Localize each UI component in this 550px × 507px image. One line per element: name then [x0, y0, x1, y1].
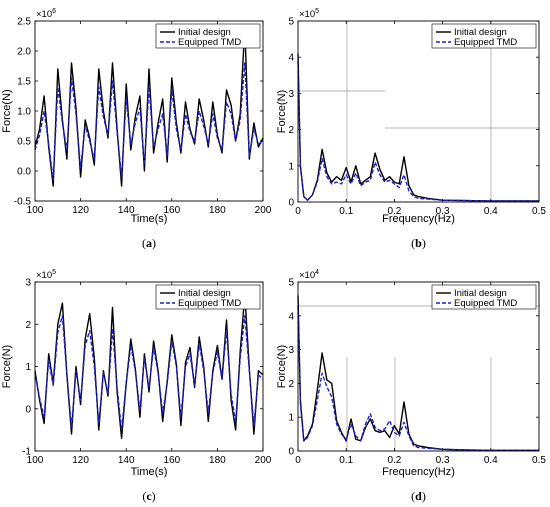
y-tick-label: 4 — [288, 53, 294, 64]
legend-box — [431, 23, 537, 49]
x-tick-label: 0.4 — [484, 206, 498, 217]
y-tick-label: 3 — [25, 278, 31, 289]
x-tick-label: 120 — [72, 205, 89, 216]
series-line-initial-design — [297, 53, 539, 202]
series-line-equipped-tmd — [297, 60, 539, 202]
y-tick-label: 3 — [288, 345, 294, 356]
x-axis-label: Time(s) — [131, 213, 168, 225]
x-axis-label: Frequency(Hz) — [382, 213, 455, 225]
x-axis-label: Time(s) — [131, 466, 168, 478]
axes-frame — [34, 20, 264, 202]
x-tick-label: 0.3 — [436, 206, 450, 217]
x-tick-label: 0.5 — [532, 455, 546, 466]
series-line-equipped-tmd — [34, 62, 264, 181]
x-tick-label: 0 — [295, 455, 301, 466]
legend-box — [155, 23, 261, 49]
x-tick-label: 0.5 — [532, 206, 546, 217]
panel-caption: (d) — [411, 489, 426, 503]
legend-label: Equipped TMD — [454, 298, 517, 309]
axis-multiplier: ×105 — [36, 269, 56, 281]
axis-multiplier: ×105 — [299, 8, 319, 20]
x-tick-label: 160 — [163, 455, 180, 466]
y-tick-label: 1 — [25, 362, 31, 373]
x-tick-label: 100 — [27, 205, 44, 216]
x-tick-label: 140 — [118, 205, 135, 216]
x-tick-label: 140 — [118, 455, 135, 466]
y-axis-label: Force(N) — [1, 89, 13, 132]
legend-label: Equipped TMD — [454, 37, 517, 48]
x-tick-label: 120 — [72, 455, 89, 466]
legend-label: Initial design — [454, 27, 507, 38]
y-tick-label: 1.0 — [17, 107, 31, 118]
x-tick-label: 0.2 — [387, 455, 401, 466]
x-tick-label: 0.1 — [339, 455, 353, 466]
y-tick-label: -0.5 — [14, 197, 32, 208]
axis-multiplier: ×106 — [36, 8, 56, 20]
axes-frame — [34, 281, 264, 452]
chart-panel-a: 100 120 140 160 180 200 -0.5 0.0 0.5 1.0 1.5 2.0 2.5… — [1, 8, 272, 250]
legend-label: Equipped TMD — [178, 37, 241, 48]
y-tick-label: 5 — [288, 17, 294, 28]
x-tick-label: 180 — [209, 455, 226, 466]
y-axis-label: Force(N) — [1, 345, 13, 388]
x-tick-label: 0.1 — [339, 206, 353, 217]
x-tick-label: 0.3 — [436, 455, 450, 466]
series-line-equipped-tmd — [297, 305, 539, 451]
legend-box — [155, 284, 261, 310]
y-tick-label: 0 — [288, 447, 294, 458]
y-axis-label: Force(N) — [276, 90, 288, 133]
chart-panel-b: 0 0.1 0.2 0.3 0.4 0.5 0 1 2 3 4 5 Frequency(Hz) Force… — [276, 8, 546, 250]
x-tick-label: 160 — [163, 205, 180, 216]
legend-label: Initial design — [178, 288, 231, 299]
y-tick-label: 2 — [288, 125, 294, 136]
axes-frame — [297, 281, 540, 452]
y-tick-label: 1 — [288, 413, 294, 424]
panel-caption: (b) — [411, 236, 426, 250]
y-tick-label: 0.5 — [17, 137, 31, 148]
legend-label: Initial design — [454, 288, 507, 299]
x-tick-label: 180 — [209, 205, 226, 216]
legend-box — [431, 284, 537, 310]
x-tick-label: 0 — [295, 206, 301, 217]
y-tick-label: 4 — [288, 311, 294, 322]
series-line-initial-design — [297, 295, 539, 451]
axes-frame — [297, 20, 540, 203]
axis-multiplier: ×104 — [299, 269, 319, 281]
y-axis-label: Force(N) — [276, 345, 288, 388]
x-tick-label: 0.4 — [484, 455, 498, 466]
y-tick-label: 5 — [288, 278, 294, 289]
y-tick-label: 1 — [288, 161, 294, 172]
x-tick-label: 200 — [255, 455, 272, 466]
legend-label: Initial design — [178, 27, 231, 38]
y-tick-label: 2 — [288, 379, 294, 390]
y-tick-label: 0 — [25, 404, 31, 415]
x-axis-label: Frequency(Hz) — [382, 466, 455, 478]
chart-panel-d: 0 0.1 0.2 0.3 0.4 0.5 0 1 2 3 4 5 Frequency(Hz) Force… — [276, 269, 546, 503]
legend-label: Equipped TMD — [178, 298, 241, 309]
y-tick-label: 3 — [288, 89, 294, 100]
y-tick-label: -1 — [22, 447, 31, 458]
panel-caption: (c) — [142, 489, 155, 503]
x-tick-label: 100 — [27, 455, 44, 466]
y-tick-label: 2.0 — [17, 47, 31, 58]
series-line-equipped-tmd — [34, 315, 264, 431]
x-tick-label: 200 — [255, 205, 272, 216]
panel-caption: (a) — [142, 236, 156, 250]
y-tick-label: 0 — [288, 198, 294, 209]
chart-panel-c: 100 120 140 160 180 200 -1 0 1 2 3 Time(s) Force(N) ×… — [1, 269, 272, 503]
y-tick-label: 2.5 — [17, 17, 31, 28]
y-tick-label: 1.5 — [17, 77, 31, 88]
x-tick-label: 0.2 — [387, 206, 401, 217]
y-tick-label: 0.0 — [17, 167, 31, 178]
y-tick-label: 2 — [25, 320, 31, 331]
